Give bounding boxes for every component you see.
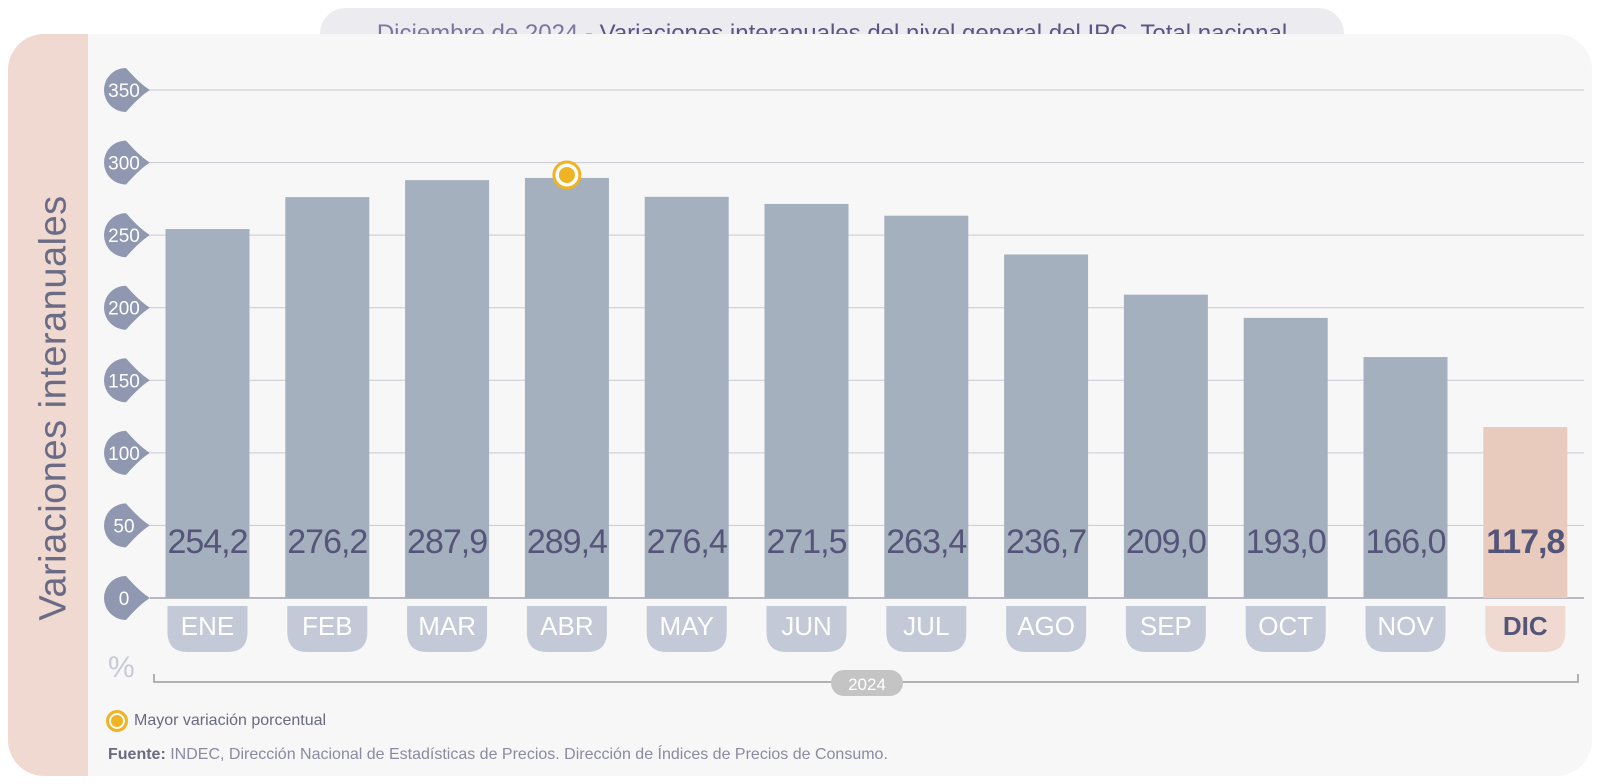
data-label: 276,4 bbox=[647, 523, 727, 561]
data-label: 236,7 bbox=[1006, 523, 1086, 561]
y-tick-badge bbox=[104, 430, 150, 475]
source-label: Fuente: bbox=[108, 746, 166, 763]
data-label: 254,2 bbox=[167, 523, 247, 561]
x-tick-badge bbox=[167, 606, 248, 652]
x-tick-badge bbox=[766, 606, 847, 652]
x-tick-label: ABR bbox=[540, 611, 593, 641]
x-tick-badge bbox=[1125, 606, 1206, 652]
data-label: 276,2 bbox=[287, 523, 367, 561]
x-tick-badge bbox=[1245, 606, 1326, 652]
year-label: 2024 bbox=[848, 675, 886, 694]
x-tick-label: OCT bbox=[1258, 611, 1313, 641]
y-tick-badge bbox=[103, 67, 150, 112]
y-tick-badge bbox=[104, 576, 150, 620]
y-tick-label: 350 bbox=[108, 81, 140, 102]
data-label: 117,8 bbox=[1486, 523, 1564, 561]
x-tick-label: MAR bbox=[418, 611, 476, 641]
x-tick-badge bbox=[526, 606, 607, 652]
y-tick-label: 0 bbox=[119, 589, 130, 610]
bar bbox=[1004, 254, 1089, 599]
bar bbox=[524, 177, 609, 598]
data-label: 193,0 bbox=[1246, 523, 1326, 561]
x-tick-label: FEB bbox=[302, 611, 353, 641]
x-tick-badge bbox=[287, 606, 368, 652]
y-tick-label: 200 bbox=[108, 299, 140, 320]
y-tick-badge bbox=[104, 358, 150, 403]
bar bbox=[405, 180, 490, 598]
x-tick-badge bbox=[886, 606, 967, 652]
y-tick-label: 150 bbox=[108, 371, 140, 392]
y-tick-label: 300 bbox=[108, 154, 140, 175]
data-label: 271,5 bbox=[766, 523, 846, 561]
x-tick-label: JUN bbox=[781, 611, 832, 641]
x-tick-label: JUL bbox=[903, 611, 949, 641]
source-note: Fuente: INDEC, Dirección Nacional de Est… bbox=[108, 746, 888, 764]
x-tick-label: ENE bbox=[181, 611, 234, 641]
y-tick-label: 100 bbox=[108, 444, 140, 465]
x-tick-badge bbox=[1365, 606, 1446, 652]
data-label: 287,9 bbox=[407, 523, 487, 561]
data-label: 263,4 bbox=[886, 523, 966, 561]
x-tick-label: DIC bbox=[1503, 611, 1548, 641]
y-tick-badge bbox=[104, 285, 150, 330]
x-tick-label: SEP bbox=[1140, 611, 1192, 641]
year-badge bbox=[831, 670, 903, 696]
legend-label: Mayor variación porcentual bbox=[134, 712, 327, 729]
bar bbox=[165, 229, 250, 598]
max-variation-marker-dot bbox=[558, 166, 575, 183]
bar bbox=[884, 215, 969, 598]
y-tick-label: 250 bbox=[108, 226, 140, 247]
x-tick-badge bbox=[1485, 606, 1566, 652]
y-tick-badge bbox=[104, 140, 150, 185]
x-tick-badge bbox=[1006, 606, 1087, 652]
chart-card bbox=[8, 34, 1592, 776]
x-tick-label: AGO bbox=[1017, 611, 1075, 641]
bar bbox=[764, 203, 849, 599]
source-text: INDEC, Dirección Nacional de Estadística… bbox=[165, 746, 888, 763]
y-tick-label: 50 bbox=[113, 516, 134, 537]
x-tick-label: MAY bbox=[659, 611, 713, 641]
legend: Mayor variación porcentual bbox=[106, 709, 326, 733]
bar bbox=[644, 196, 729, 599]
bar bbox=[1363, 357, 1448, 598]
max-variation-marker-icon bbox=[106, 710, 128, 732]
y-tick-badge bbox=[103, 503, 150, 548]
data-label: 209,0 bbox=[1126, 523, 1206, 561]
bar bbox=[1243, 317, 1328, 598]
side-band bbox=[8, 34, 88, 776]
bar bbox=[1123, 294, 1208, 598]
data-label: 289,4 bbox=[527, 523, 607, 561]
x-tick-label: NOV bbox=[1377, 611, 1434, 641]
x-tick-badge bbox=[646, 606, 727, 652]
bar bbox=[1483, 427, 1568, 598]
title-separator: - bbox=[578, 20, 599, 47]
x-tick-badge bbox=[407, 606, 488, 652]
bar bbox=[285, 197, 370, 599]
y-tick-badge bbox=[104, 213, 150, 258]
unit-label: % bbox=[108, 651, 135, 684]
data-label: 166,0 bbox=[1365, 523, 1445, 561]
